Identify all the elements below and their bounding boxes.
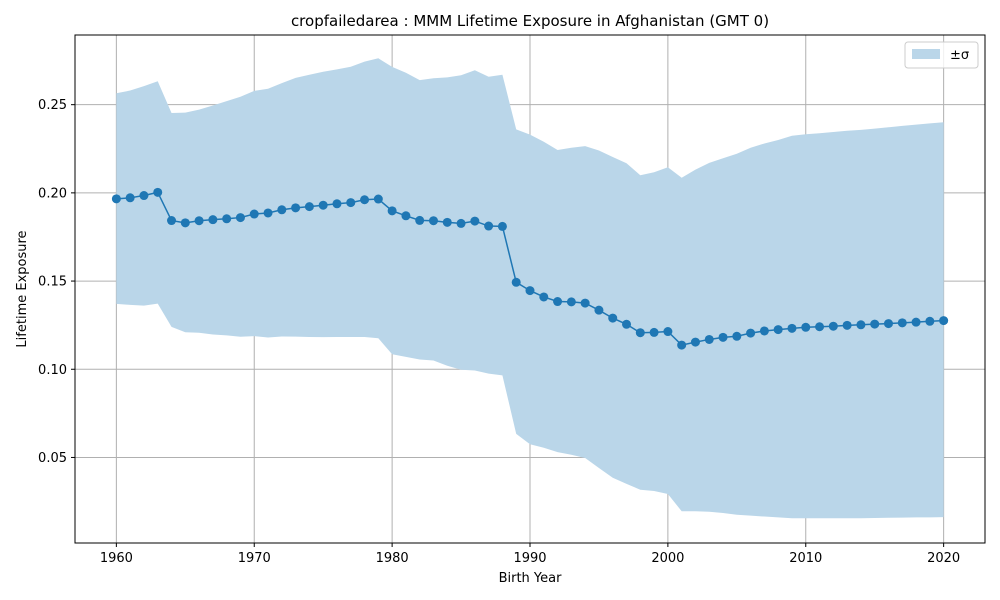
legend: ±σ [904,41,979,69]
data-point [346,198,356,208]
data-point [153,187,163,197]
data-point [401,211,411,221]
data-point [553,297,563,307]
data-point [470,216,480,226]
data-point [815,322,825,332]
data-point [842,320,852,330]
x-tick-label: 1970 [238,551,271,566]
legend-label: ±σ [950,48,969,63]
x-tick-label: 1980 [376,551,409,566]
data-point [194,216,204,226]
data-point [718,332,728,342]
y-axis: 0.05 0.10 0.15 0.20 0.25 [38,98,75,466]
data-point [622,319,632,329]
data-point [525,286,535,296]
data-point [332,199,342,209]
data-point [235,213,245,223]
data-point [856,320,866,330]
data-point [360,195,370,205]
data-point [428,216,438,226]
x-tick-label: 2010 [789,551,822,566]
data-points [111,187,949,350]
data-point [208,215,218,225]
y-axis-title: Lifetime Exposure [15,230,30,347]
data-point [925,316,935,326]
x-tick-label: 2000 [651,551,684,566]
data-point [222,214,232,224]
data-point [594,305,604,315]
y-tick-label: 0.10 [38,363,67,378]
data-point [249,209,259,219]
data-point [608,313,618,323]
data-point [635,328,645,338]
legend-swatch [912,49,940,59]
chart-title: cropfailedarea : MMM Lifetime Exposure i… [291,12,769,30]
data-point [897,318,907,328]
x-tick-label: 1990 [513,551,546,566]
x-tick-label: 2020 [927,551,960,566]
data-point [773,325,783,335]
data-point [828,321,838,331]
data-point [566,297,576,307]
data-point [746,328,756,338]
data-point [732,331,742,341]
data-point [939,316,949,326]
x-axis-title: Birth Year [499,571,563,586]
y-tick-label: 0.20 [38,186,67,201]
data-point [580,298,590,308]
data-point [663,327,673,337]
y-tick-label: 0.25 [38,98,67,113]
data-point [883,319,893,329]
data-point [318,200,328,210]
data-point [497,221,507,231]
data-point [291,203,301,213]
x-axis: 1960 1970 1980 1990 2000 2010 2020 [100,543,960,566]
x-tick-label: 1960 [100,551,133,566]
data-point [911,317,921,327]
data-point [704,334,714,344]
data-point [649,327,659,337]
legend-box [904,41,979,69]
data-point [484,221,494,231]
data-point [511,277,521,287]
data-point [801,322,811,332]
data-point [456,218,466,228]
data-point [125,193,135,203]
data-point [870,319,880,329]
data-point [111,194,121,204]
data-point [539,292,549,302]
data-point [759,326,769,336]
data-point [442,217,452,227]
data-point [415,215,425,225]
data-point [263,208,273,218]
data-point [690,337,700,347]
data-point [277,205,287,215]
data-point [677,340,687,350]
data-point [139,191,149,201]
data-point [304,202,314,212]
data-point [387,206,397,216]
y-tick-label: 0.15 [38,275,67,290]
data-point [167,216,177,226]
data-point [180,218,190,228]
y-tick-label: 0.05 [38,451,67,466]
data-point [373,194,383,204]
data-point [787,323,797,333]
